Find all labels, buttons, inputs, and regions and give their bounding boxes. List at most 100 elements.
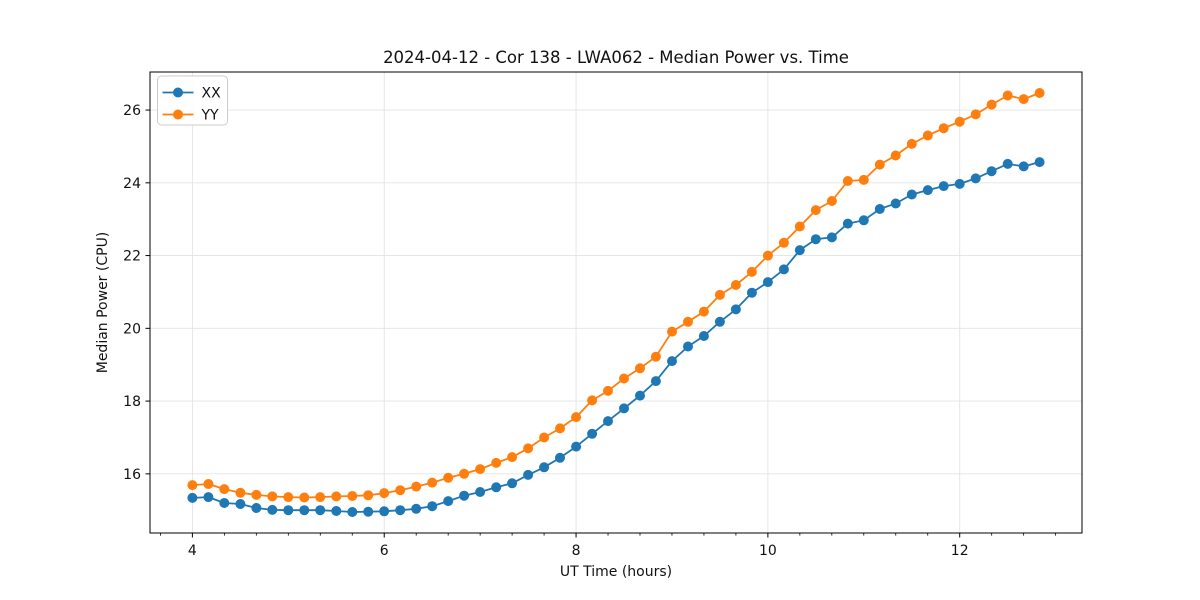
series-xx-point	[683, 341, 693, 352]
series-yy-point	[491, 457, 502, 468]
x-tick-label: 10	[759, 543, 777, 559]
series-yy-point	[347, 491, 358, 501]
series-xx-point	[746, 287, 757, 298]
series-yy-point	[890, 150, 901, 161]
series-xx-point	[267, 504, 278, 515]
series-xx-point	[970, 173, 981, 184]
series-yy-point	[778, 237, 789, 248]
series-yy-point	[395, 485, 406, 496]
series-xx-point	[459, 490, 470, 501]
series-xx-point	[443, 496, 454, 507]
series-yy-point	[794, 221, 805, 232]
series-yy-point	[874, 159, 885, 170]
series-yy-point	[970, 109, 981, 120]
series-xx-point	[650, 376, 661, 387]
x-axis-title: UT Time (hours)	[560, 564, 672, 580]
series-yy-point	[922, 130, 933, 141]
series-xx-point	[283, 505, 294, 516]
series-xx-line	[192, 161, 1040, 513]
series-yy-point	[954, 116, 965, 127]
series-yy-point	[1034, 88, 1045, 98]
series-xx-point	[523, 469, 534, 480]
legend-item-yy: YY	[162, 108, 220, 124]
series-xx-point	[667, 356, 677, 367]
series-yy-point	[842, 176, 853, 186]
series-xx-point	[1018, 161, 1029, 172]
axis-ticks	[145, 109, 1057, 538]
axis-tick-labels: 4 6 8 10 12 16 18 20 22 24 26	[123, 103, 968, 559]
series-yy-point	[762, 250, 773, 261]
series-xx-point	[235, 499, 246, 509]
y-tick-label: 22	[123, 249, 141, 265]
series-yy-point	[443, 472, 454, 483]
series-xx-point	[331, 506, 342, 516]
series-xx-point	[874, 204, 885, 214]
legend-marker	[173, 87, 183, 98]
plot-area-border	[149, 71, 1083, 534]
series-xx-point	[698, 331, 709, 341]
series-xx-point	[219, 498, 230, 508]
series-xx-point	[619, 403, 629, 414]
series-yy-point	[1002, 90, 1013, 101]
series-yy-point	[555, 423, 565, 434]
series-xx-point	[1002, 158, 1013, 169]
series-layer	[187, 88, 1045, 517]
legend: XX YY	[157, 75, 228, 126]
series-yy-point	[219, 484, 230, 495]
series-xx-point	[603, 416, 613, 427]
series-yy-point	[1018, 94, 1029, 105]
series-xx-point	[571, 441, 582, 452]
series-yy-point	[267, 491, 278, 502]
series-yy-point	[938, 123, 949, 134]
series-yy-point	[635, 363, 645, 374]
y-tick-label: 24	[123, 176, 141, 192]
series-xx-point	[587, 428, 598, 439]
series-yy-point	[683, 316, 693, 327]
series-yy-point	[746, 266, 757, 277]
series-xx-point	[730, 304, 741, 315]
y-tick-label: 20	[123, 321, 141, 337]
series-yy-point	[251, 489, 262, 500]
series-xx-point	[475, 487, 486, 497]
series-yy-line	[192, 92, 1040, 499]
series-yy-point	[858, 174, 869, 185]
y-tick-label: 18	[123, 394, 141, 410]
series-yy-point	[331, 491, 342, 502]
series-yy-point	[475, 464, 486, 475]
series-yy	[187, 88, 1045, 503]
series-xx-point	[762, 277, 773, 288]
series-yy-point	[906, 138, 917, 149]
series-yy-point	[299, 492, 310, 503]
series-yy-point	[411, 481, 422, 492]
y-tick-label: 26	[123, 103, 141, 119]
series-yy-point	[698, 306, 709, 317]
series-yy-point	[810, 205, 821, 216]
series-yy-point	[714, 289, 725, 300]
series-xx-point	[954, 178, 965, 189]
series-yy-point	[619, 373, 629, 384]
series-yy-point	[187, 480, 198, 491]
series-yy-point	[650, 351, 661, 362]
series-xx-point	[203, 492, 214, 503]
legend-label: YY	[201, 108, 220, 124]
series-xx-point	[507, 478, 518, 489]
series-xx-point	[938, 181, 949, 192]
series-yy-point	[539, 432, 550, 443]
series-yy-point	[507, 452, 518, 463]
series-xx-point	[842, 218, 853, 229]
series-xx-point	[906, 189, 917, 200]
series-xx	[187, 157, 1045, 517]
series-yy-point	[283, 492, 294, 503]
gridlines	[150, 72, 1082, 533]
series-xx-point	[491, 482, 502, 493]
x-tick-label: 8	[572, 543, 581, 559]
series-xx-point	[635, 390, 645, 401]
series-xx-point	[986, 166, 997, 177]
series-xx-point	[251, 503, 262, 513]
series-xx-point	[858, 215, 869, 226]
series-yy-point	[523, 443, 534, 454]
series-yy-point	[571, 412, 582, 423]
series-yy-point	[363, 490, 374, 501]
series-xx-point	[395, 505, 406, 516]
series-yy-point	[315, 492, 326, 503]
